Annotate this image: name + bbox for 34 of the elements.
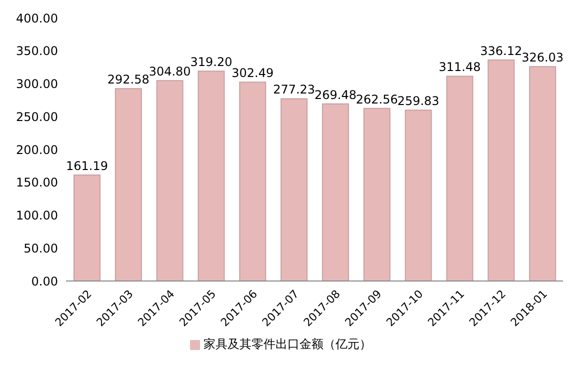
text: 302.49 (232, 66, 274, 80)
text: 277.23 (273, 82, 316, 97)
legend-label: 家具及其零件出口金额（亿元） (204, 337, 372, 351)
text: 269.48 (314, 88, 356, 102)
y-tick-label: 250.00 (16, 110, 58, 124)
bar (198, 70, 225, 281)
bar (280, 98, 308, 281)
y-tick-label: 200.00 (16, 142, 58, 157)
bar (529, 66, 556, 281)
text: 304.80 (148, 64, 191, 79)
bar (446, 76, 474, 281)
y-tick-label: 400.00 (16, 11, 58, 26)
bar (322, 103, 349, 281)
text: 292.58 (107, 72, 150, 87)
y-tick-label: 150.00 (16, 176, 58, 190)
text: 262.56 (356, 92, 398, 106)
bar (488, 60, 515, 281)
bar (404, 110, 432, 281)
text: 319.20 (190, 55, 232, 70)
y-tick-label: 350.00 (16, 44, 58, 58)
text: 311.48 (438, 60, 481, 74)
text: 326.03 (522, 50, 564, 65)
bar (239, 82, 266, 281)
bar (363, 108, 390, 281)
text: 161.19 (66, 159, 108, 174)
bar (114, 88, 142, 281)
text: 259.83 (397, 94, 440, 108)
bar (74, 174, 100, 281)
y-tick-label: 0.00 (31, 274, 58, 288)
text: 336.12 (480, 44, 522, 58)
y-tick-label: 100.00 (16, 208, 58, 223)
y-tick-label: 300.00 (16, 77, 58, 92)
y-tick-label: 50.00 (24, 241, 58, 256)
bar (156, 80, 184, 281)
